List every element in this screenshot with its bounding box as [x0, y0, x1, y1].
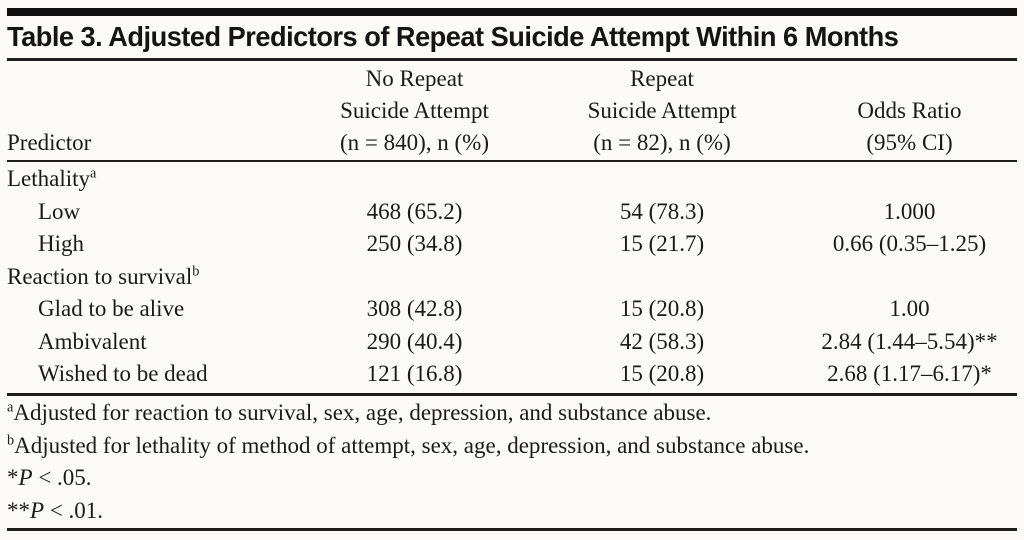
- table-row-high: High 250 (34.8) 15 (21.7) 0.66 (0.35–1.2…: [7, 228, 1017, 261]
- table-row-glad-to-be-alive: Glad to be alive 308 (42.8) 15 (20.8) 1.…: [7, 293, 1017, 326]
- footnote-p01-stars: **: [7, 497, 30, 523]
- header-col-repeat: Repeat Suicide Attempt (n = 82), n (%): [522, 62, 802, 159]
- rule-bottom: [7, 528, 1017, 531]
- repeat-value: 54 (78.3): [619, 198, 705, 224]
- odds-ratio-value: 1.00: [889, 296, 930, 321]
- footnote-p01: **P < .01.: [7, 495, 1017, 528]
- footnote-p05-p: P: [18, 465, 33, 490]
- no-repeat-value: 250 (34.8): [366, 231, 463, 256]
- group-label-reaction: Reaction to survivalb: [7, 261, 1017, 294]
- repeat-value: 42 (58.3): [619, 328, 705, 354]
- row-label: Low: [38, 198, 81, 224]
- rule-under-header: [7, 160, 1017, 162]
- footnote-marker-a: a: [90, 165, 97, 182]
- repeat-value: 15 (20.8): [619, 361, 705, 386]
- table-row-wished-to-be-dead: Wished to be dead 121 (16.8) 15 (20.8) 2…: [7, 358, 1017, 391]
- no-repeat-value: 121 (16.8): [366, 361, 463, 386]
- odds-ratio-value: 1.000: [883, 198, 936, 224]
- header-col-no-repeat: No Repeat Suicide Attempt (n = 840), n (…: [307, 62, 522, 159]
- col-header-no-repeat-line2: Suicide Attempt: [340, 98, 489, 123]
- col-header-no-repeat-line3: (n = 840), n (%): [339, 130, 490, 155]
- table-group-row-reaction: Reaction to survivalb: [7, 261, 1017, 294]
- footnote-a-text: Adjusted for reaction to survival, sex, …: [13, 400, 712, 425]
- col-header-repeat-line3: (n = 82), n (%): [593, 130, 731, 155]
- group-label-text: Reaction to survival: [7, 263, 193, 289]
- repeat-value: 15 (20.8): [619, 296, 705, 321]
- col-header-predictor: Predictor: [7, 130, 92, 155]
- no-repeat-value: 308 (42.8): [366, 296, 463, 321]
- footnote-p01-text: < .01.: [44, 497, 104, 523]
- row-label: High: [38, 231, 84, 256]
- footnote-b-text: Adjusted for lethality of method of atte…: [14, 432, 810, 458]
- col-header-odds-line2: (95% CI): [866, 130, 953, 155]
- footnote-a: aAdjusted for reaction to survival, sex,…: [7, 397, 1017, 430]
- title-top-bar: [7, 8, 1017, 16]
- header-col-odds-ratio: Odds Ratio (95% CI): [802, 62, 1017, 159]
- col-header-no-repeat-line1: No Repeat: [365, 66, 464, 91]
- footnote-b: bAdjusted for lethality of method of att…: [7, 430, 1017, 463]
- row-label: Ambivalent: [38, 328, 147, 354]
- odds-ratio-value: 2.84 (1.44–5.54)**: [821, 328, 998, 354]
- footnote-p01-p: P: [30, 497, 45, 523]
- row-label: Wished to be dead: [38, 361, 208, 386]
- footnotes: aAdjusted for reaction to survival, sex,…: [7, 397, 1017, 527]
- table-header: Predictor No Repeat Suicide Attempt (n =…: [7, 62, 1017, 159]
- footnote-p05-stars: *: [7, 465, 19, 490]
- row-label: Glad to be alive: [38, 296, 185, 321]
- footnote-p05: *P < .05.: [7, 462, 1017, 495]
- group-label-lethality: Lethalitya: [7, 163, 1017, 196]
- rule-under-title: [7, 58, 1017, 61]
- no-repeat-value: 468 (65.2): [366, 198, 463, 224]
- table-body: Lethalitya Low 468 (65.2) 54 (78.3) 1.00…: [7, 163, 1017, 391]
- repeat-value: 15 (21.7): [619, 231, 705, 256]
- table-title: Table 3. Adjusted Predictors of Repeat S…: [7, 21, 899, 52]
- footnote-p05-text: < .05.: [32, 465, 92, 490]
- table-row-ambivalent: Ambivalent 290 (40.4) 42 (58.3) 2.84 (1.…: [7, 326, 1017, 359]
- footnote-b-marker: b: [7, 431, 15, 448]
- footnote-marker-b: b: [192, 262, 200, 279]
- no-repeat-value: 290 (40.4): [366, 328, 463, 354]
- rule-under-body: [7, 393, 1017, 396]
- col-header-repeat-line1: Repeat: [630, 66, 694, 91]
- odds-ratio-value: 0.66 (0.35–1.25): [832, 231, 987, 256]
- odds-ratio-value: 2.68 (1.17–6.17)*: [827, 361, 992, 386]
- group-label-text: Lethality: [7, 166, 91, 191]
- footnote-a-marker: a: [7, 399, 14, 416]
- header-col-predictor: Predictor: [7, 62, 307, 159]
- table-row-low: Low 468 (65.2) 54 (78.3) 1.000: [7, 196, 1017, 229]
- table-group-row-lethality: Lethalitya: [7, 163, 1017, 196]
- col-header-odds-line1: Odds Ratio: [857, 98, 962, 123]
- col-header-repeat-line2: Suicide Attempt: [587, 98, 737, 123]
